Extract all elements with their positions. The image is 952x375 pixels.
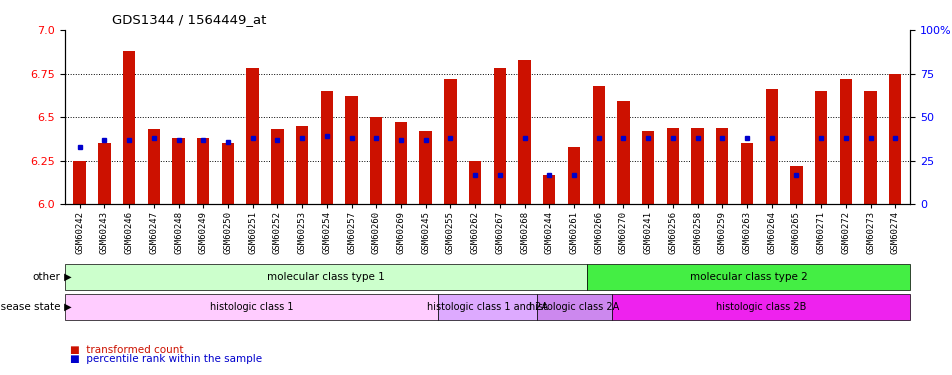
Bar [789, 166, 802, 204]
Bar [419, 131, 431, 204]
Text: disease state: disease state [0, 302, 60, 312]
Bar [642, 131, 654, 204]
Text: other: other [32, 272, 60, 282]
Bar [444, 79, 456, 204]
Bar [592, 86, 605, 204]
Bar [839, 79, 851, 204]
Bar [123, 51, 135, 204]
Text: histologic class 2A: histologic class 2A [528, 302, 619, 312]
Bar [617, 102, 629, 204]
Bar [295, 126, 307, 204]
Text: ■  percentile rank within the sample: ■ percentile rank within the sample [69, 354, 262, 364]
Bar [518, 60, 530, 204]
Text: molecular class type 1: molecular class type 1 [267, 272, 385, 282]
Bar [567, 147, 580, 204]
Bar [690, 128, 703, 204]
Bar [888, 74, 901, 204]
Text: ▶: ▶ [61, 302, 71, 312]
Bar [73, 161, 86, 204]
Bar [320, 91, 332, 204]
Bar [172, 138, 185, 204]
Bar [98, 143, 110, 204]
Bar [468, 161, 481, 204]
Bar [764, 89, 777, 204]
Bar [345, 96, 357, 204]
Text: histologic class 1: histologic class 1 [209, 302, 292, 312]
Bar [493, 68, 506, 204]
Text: ■  transformed count: ■ transformed count [69, 345, 183, 355]
Text: molecular class type 2: molecular class type 2 [689, 272, 806, 282]
Text: ▶: ▶ [61, 272, 71, 282]
Text: GDS1344 / 1564449_at: GDS1344 / 1564449_at [112, 13, 267, 26]
Bar [369, 117, 382, 204]
Bar [148, 129, 160, 204]
Bar [222, 143, 234, 204]
Bar [394, 122, 407, 204]
Bar [543, 175, 555, 204]
Bar [740, 143, 752, 204]
Bar [863, 91, 876, 204]
Bar [666, 128, 679, 204]
Text: histologic class 2B: histologic class 2B [715, 302, 805, 312]
Bar [197, 138, 209, 204]
Bar [814, 91, 826, 204]
Bar [247, 68, 259, 204]
Bar [271, 129, 284, 204]
Text: histologic class 1 and 2A: histologic class 1 and 2A [426, 302, 547, 312]
Bar [715, 128, 727, 204]
